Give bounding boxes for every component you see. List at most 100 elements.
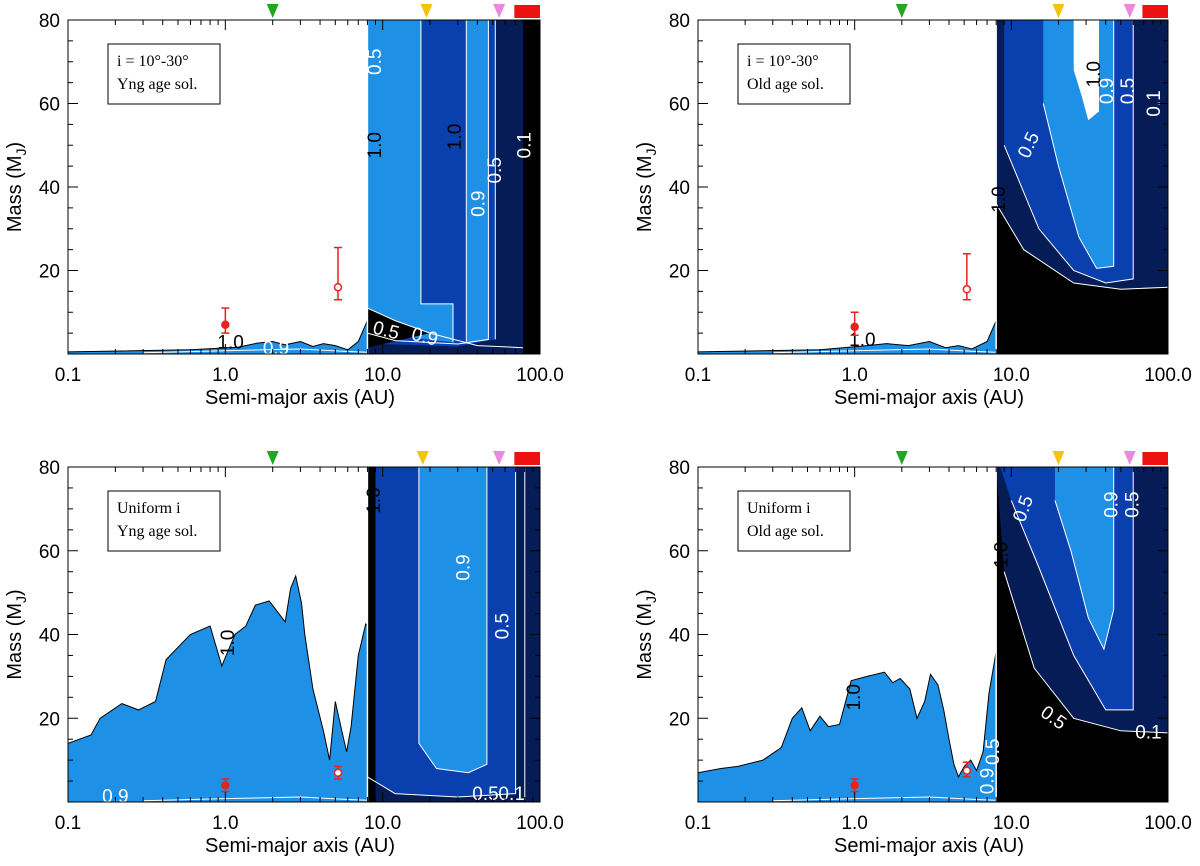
contour-label: 1.0 [365, 132, 386, 158]
contour-label: 1.0 [989, 186, 1010, 212]
legend-box: i = 10°-30° Old age sol. [737, 43, 851, 105]
y-tick-label: 80 [669, 458, 690, 479]
top-marker-green-icon [895, 4, 908, 18]
top-marker-violet-icon [493, 451, 506, 465]
top-marker-yellow-icon [1052, 4, 1065, 18]
y-tick-label: 40 [669, 626, 690, 647]
contour-label: 1.0 [364, 487, 385, 513]
legend-box: Uniform i Old age sol. [737, 490, 851, 552]
legend-line: Uniform i [117, 500, 181, 517]
y-tick-label: 20 [669, 262, 690, 283]
contour-label: 1.0 [1084, 61, 1105, 87]
top-marker-violet-icon [1123, 451, 1136, 465]
contour-fill-light-blue [1055, 467, 1114, 650]
legend-line: Yng age sol. [117, 76, 197, 93]
x-tick-label: 1.0 [212, 365, 238, 386]
plot-area: 1.01.00.9 0.5 0.10.51.0 [698, 20, 1168, 354]
legend-line: i = 10°-30° [117, 53, 189, 70]
contour-label: 1.0 [445, 124, 466, 150]
x-tick-label: 100.0 [1144, 813, 1192, 834]
x-tick-label: 0.1 [685, 813, 711, 834]
legend-frame [107, 43, 221, 105]
contour-line [367, 307, 524, 349]
contour-line [1042, 20, 1115, 269]
x-tick-label: 1.0 [212, 813, 238, 834]
x-tick-label: 0.1 [685, 365, 711, 386]
detection-region-left [698, 651, 997, 802]
top-marker-yellow-icon [420, 4, 433, 18]
y-tick-label: 80 [39, 458, 60, 479]
contour-line [1003, 571, 1168, 734]
contour-line [1010, 467, 1134, 711]
top-marker-yellow-icon [1052, 451, 1065, 465]
contour-label: 1.0 [849, 330, 875, 351]
legend-line: Uniform i [747, 500, 811, 517]
contour-fill-light-blue [466, 20, 489, 344]
contour-label: 1.0 [844, 684, 865, 710]
contour-label: 0.1 [1135, 722, 1161, 743]
contour-label: 0.5 [472, 784, 498, 805]
contour-label: 0.5 [492, 613, 513, 639]
contour-fill-white [1073, 20, 1099, 121]
contour-label: 1.0 [218, 630, 239, 656]
contour-label: 0.9 [978, 768, 999, 794]
data-marker [221, 320, 230, 330]
top-marker-green-icon [266, 451, 279, 465]
legend-frame [107, 490, 221, 552]
legend-box: i = 10°-30° Yng age sol. [107, 43, 221, 105]
x-tick-label: 10.0 [364, 365, 401, 386]
chart-panel-top-right: 1.01.00.9 0.5 0.10.51.00.1 1.0 10.0 100.02040… [634, 4, 1192, 409]
measurement-point-open [333, 246, 343, 301]
contour-fill-light-blue [418, 467, 487, 773]
y-tick-label: 80 [39, 11, 60, 32]
y-tick-label: 20 [39, 262, 60, 283]
contour-fill-black [367, 467, 376, 802]
contour-label: 0.5 [485, 157, 506, 183]
contour-label: 0.5 [983, 739, 1004, 765]
contour-label: 0.9 [102, 786, 128, 807]
contour-label: 0.9 [1097, 78, 1118, 104]
top-marker-green-icon [266, 4, 279, 18]
contour-label: 0.5 [365, 49, 386, 75]
top-marker-red-bar [1142, 5, 1168, 18]
y-tick-label: 60 [669, 95, 690, 116]
data-marker [850, 322, 859, 332]
contour-label: 0.5 [1118, 78, 1139, 104]
x-axis-label: Semi-major axis (AU) [205, 387, 395, 409]
top-marker-yellow-icon [416, 451, 429, 465]
y-tick-label: 60 [39, 542, 60, 563]
chart-panel-bottom-left: 1.01.00.9 0.50.90.50.10.1 1.0 10.0 100.02040… [4, 451, 564, 857]
top-marker-red-bar [1142, 452, 1168, 465]
contour-line [367, 20, 489, 345]
x-tick-label: 100.0 [516, 365, 564, 386]
legend-line: Old age sol. [747, 76, 824, 93]
contour-label: 0.1 [1144, 90, 1165, 116]
contour-label: 0.9 [454, 554, 475, 580]
y-axis-label: Mass (MJ) [4, 142, 29, 232]
x-tick-label: 100.0 [516, 813, 564, 834]
y-tick-label: 60 [39, 95, 60, 116]
x-tick-label: 10.0 [364, 813, 401, 834]
data-marker [962, 285, 972, 294]
data-marker [333, 768, 343, 777]
x-axis-label: Semi-major axis (AU) [834, 835, 1024, 857]
contour-fill-light-blue [367, 20, 453, 343]
contour-label: 0.1 [514, 132, 535, 158]
plot-area: 1.01.00.9 0.50.90.50.1 [68, 467, 540, 807]
x-axis-label: Semi-major axis (AU) [205, 835, 395, 857]
chart-panel-top-left: 1.0 0.91.00.5 0.90.50.11.00.90.50.1 1.0 10.0… [4, 4, 564, 409]
top-marker-violet-icon [1123, 4, 1136, 18]
x-tick-label: 1.0 [841, 365, 867, 386]
chart-panel-bottom-right: 1.00.5 0.90.50.50.11.00.90.50.1 1.0 10.0 100… [634, 451, 1192, 857]
x-tick-label: 10.0 [993, 813, 1030, 834]
measurement-point-open [962, 253, 972, 301]
y-axis-label: Mass (MJ) [634, 142, 659, 232]
top-marker-red-bar [514, 5, 540, 18]
y-tick-label: 60 [669, 542, 690, 563]
y-axis-label: Mass (MJ) [4, 589, 29, 679]
data-marker [333, 282, 343, 292]
contour-line [420, 20, 454, 343]
contour-label: 0.9 [1102, 491, 1123, 517]
x-tick-label: 10.0 [993, 365, 1030, 386]
